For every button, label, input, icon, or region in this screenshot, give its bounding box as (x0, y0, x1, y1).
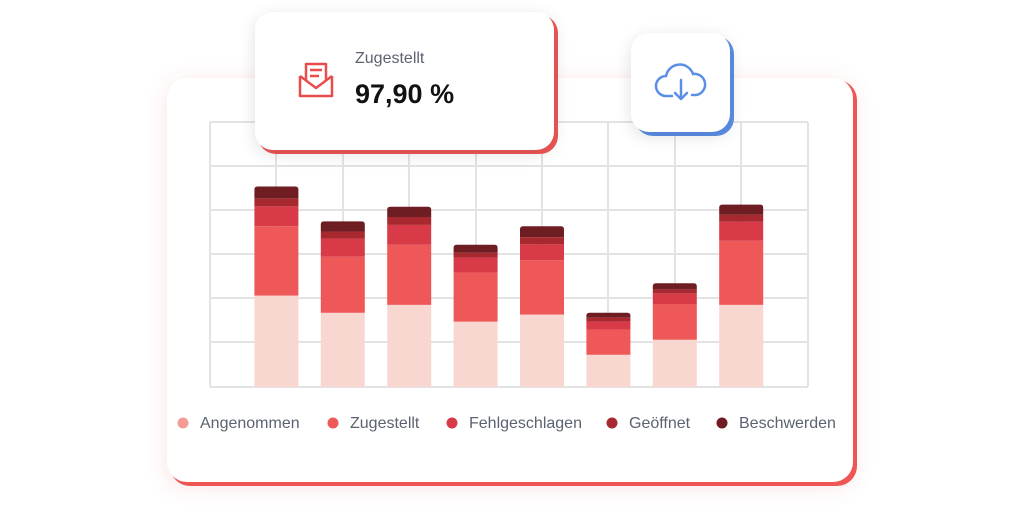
bar-segment (586, 312, 631, 318)
bar-segment (254, 186, 299, 199)
bar-segment (254, 198, 299, 207)
legend-swatch (446, 417, 458, 429)
bar-segment (586, 317, 631, 322)
bar-segment (387, 216, 432, 225)
bar-segment (387, 304, 432, 387)
bar-segment (652, 339, 697, 387)
bar-segment (719, 240, 764, 305)
bar-segment (719, 304, 764, 387)
legend-swatch (177, 417, 189, 429)
bar-segment (320, 231, 365, 239)
legend-label: Beschwerden (739, 415, 836, 432)
bar-segment (453, 257, 498, 273)
bar-segment (520, 314, 564, 387)
legend-label: Geöffnet (629, 415, 691, 432)
bar-segment (719, 204, 764, 215)
download-button[interactable] (631, 33, 734, 136)
bar-segment (453, 244, 498, 253)
bar-segment (254, 206, 299, 227)
bar-segment (453, 252, 498, 258)
bar-segment (387, 224, 432, 245)
bars (254, 186, 764, 387)
bar-segment (586, 321, 631, 330)
bar-segment (520, 237, 564, 245)
legend-swatch (716, 417, 728, 429)
bar-segment (719, 221, 764, 241)
bar-segment (453, 321, 498, 387)
bar-segment (320, 312, 365, 387)
bar-segment (719, 214, 764, 222)
legend-label: Fehlgeschlagen (469, 415, 582, 432)
bar-segment (387, 244, 432, 305)
bar-segment (520, 226, 564, 238)
bar-segment (320, 256, 365, 313)
bar-segment (453, 272, 498, 322)
bar-segment (320, 238, 365, 257)
bar-segment (520, 260, 564, 315)
legend-swatch (327, 417, 339, 429)
bar-segment (254, 226, 299, 296)
bar-segment (652, 283, 697, 290)
kpi-value: 97,90 % (355, 79, 454, 109)
legend-swatch (606, 417, 618, 429)
bar-segment (387, 206, 432, 217)
legend-label: Zugestellt (350, 415, 420, 432)
bar-segment (652, 304, 697, 340)
bar-segment (586, 354, 631, 387)
legend: Angenommen Zugestellt Fehlgeschlagen Geöffn… (177, 415, 836, 432)
bar-segment (320, 221, 365, 232)
kpi-card: Zugestellt 97,90 % (255, 12, 558, 154)
bar-segment (254, 295, 299, 387)
bar-segment (586, 329, 631, 355)
bar-segment (652, 293, 697, 305)
kpi-label: Zugestellt (355, 50, 425, 67)
mail-icon (298, 62, 334, 98)
bar-segment (520, 244, 564, 261)
bar-segment (652, 289, 697, 294)
legend-label: Angenommen (200, 415, 300, 432)
